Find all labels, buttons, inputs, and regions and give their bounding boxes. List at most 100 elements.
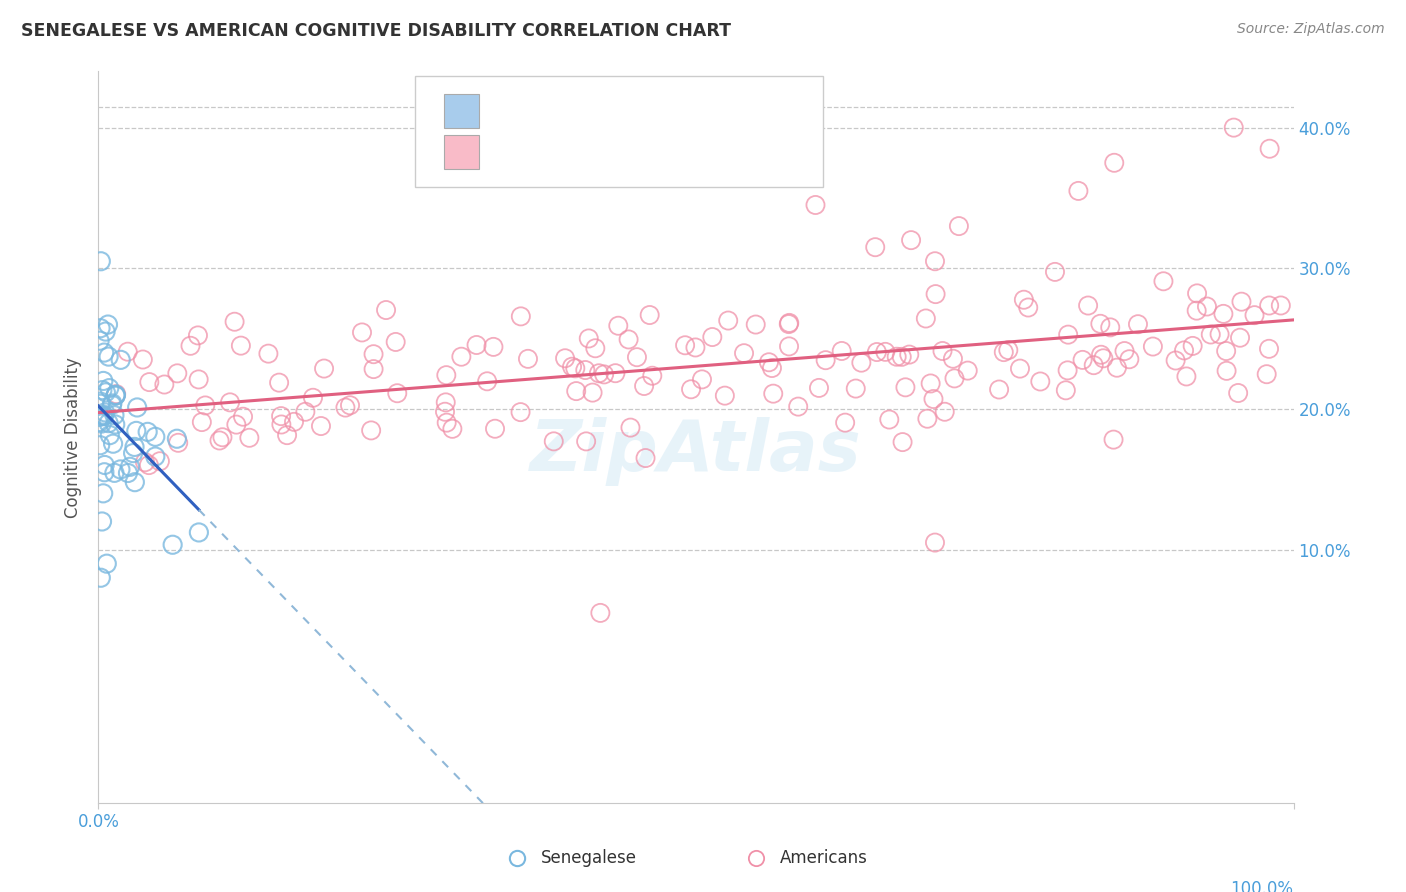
Point	[93, 409, 115, 423]
Point	[350, 326, 373, 340]
Point	[922, 392, 945, 406]
Point	[1057, 327, 1080, 342]
Point	[924, 254, 946, 268]
Point	[914, 311, 936, 326]
Point	[450, 350, 472, 364]
Point	[363, 362, 385, 376]
Point	[593, 368, 616, 382]
Point	[890, 350, 912, 364]
Point	[269, 376, 291, 390]
Point	[143, 430, 166, 444]
Point	[475, 374, 498, 388]
Point	[98, 381, 121, 395]
Point	[581, 385, 603, 400]
Point	[90, 397, 112, 411]
Point	[702, 330, 724, 344]
Point	[124, 475, 146, 490]
Point	[886, 350, 908, 364]
Point	[638, 308, 661, 322]
Point	[179, 339, 201, 353]
Point	[1083, 358, 1105, 372]
Point	[335, 401, 357, 415]
Point	[1092, 351, 1115, 366]
Point	[94, 405, 117, 419]
Y-axis label: Cognitive Disability: Cognitive Disability	[65, 357, 83, 517]
Point	[1054, 384, 1077, 398]
Point	[124, 440, 146, 454]
Point	[211, 430, 233, 444]
Point	[187, 525, 209, 540]
Point	[561, 359, 583, 374]
Point	[1173, 343, 1195, 358]
Point	[1181, 339, 1204, 353]
Point	[565, 384, 588, 398]
Point	[360, 424, 382, 438]
Point	[831, 343, 853, 358]
Text: N =: N =	[623, 140, 659, 158]
Point	[187, 372, 209, 386]
Text: 0.290: 0.290	[529, 140, 581, 158]
Point	[758, 355, 780, 369]
Point	[745, 318, 768, 332]
Point	[387, 386, 409, 401]
Point	[845, 382, 868, 396]
Point	[898, 348, 921, 362]
Point	[91, 383, 114, 397]
Point	[875, 344, 897, 359]
Point	[1152, 274, 1174, 288]
Point	[607, 318, 630, 333]
Point	[1043, 265, 1066, 279]
Point	[1142, 339, 1164, 353]
Point	[554, 351, 576, 366]
Point	[866, 345, 889, 359]
Point	[270, 417, 292, 432]
Point	[93, 409, 115, 423]
Text: R =: R =	[489, 98, 526, 116]
Point	[219, 395, 242, 409]
Point	[434, 395, 457, 409]
Text: Senegalese: Senegalese	[541, 848, 637, 867]
Point	[110, 352, 132, 367]
Point	[575, 434, 598, 449]
Text: N =: N =	[623, 98, 659, 116]
Point	[132, 352, 155, 367]
Point	[224, 315, 246, 329]
Point	[97, 416, 120, 430]
Point	[97, 350, 120, 364]
Point	[434, 368, 457, 383]
Point	[717, 313, 740, 327]
Point	[89, 415, 111, 429]
Point	[1270, 298, 1292, 312]
Point	[96, 557, 118, 571]
Point	[125, 424, 148, 438]
Point	[993, 345, 1015, 359]
Point	[1071, 352, 1094, 367]
Point	[1056, 363, 1078, 377]
Text: 100.0%: 100.0%	[1230, 880, 1294, 892]
Point	[143, 450, 166, 464]
Point	[104, 388, 127, 402]
Text: Americans: Americans	[779, 848, 868, 867]
Point	[312, 361, 335, 376]
Point	[363, 347, 385, 361]
Point	[1258, 342, 1281, 356]
Point	[94, 325, 117, 339]
Point	[934, 405, 956, 419]
Point	[1090, 348, 1112, 362]
Point	[90, 394, 112, 409]
Point	[187, 328, 209, 343]
Point	[1223, 120, 1246, 135]
Point	[90, 321, 112, 335]
Point	[103, 409, 125, 423]
Point	[110, 462, 132, 476]
Point	[166, 432, 188, 446]
Point	[942, 351, 965, 366]
Point	[1185, 303, 1208, 318]
Point	[1029, 375, 1052, 389]
Point	[1215, 364, 1237, 378]
Text: -0.307: -0.307	[529, 98, 588, 116]
Point	[375, 303, 398, 318]
Point	[1243, 308, 1265, 322]
Point	[633, 379, 655, 393]
Point	[1077, 299, 1099, 313]
